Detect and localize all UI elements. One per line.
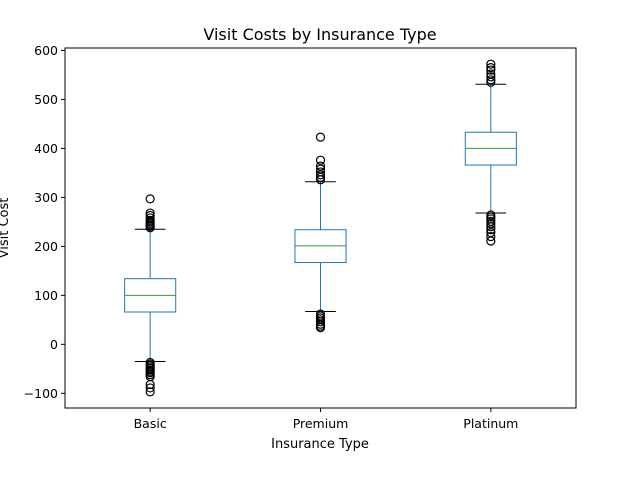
y-tick-label: 200 <box>34 239 58 254</box>
outlier-point <box>315 132 326 142</box>
outlier-point <box>145 379 155 390</box>
outlier-point <box>486 236 496 246</box>
outlier-point <box>486 75 496 85</box>
outlier-point <box>486 65 496 75</box>
y-tick-label: −100 <box>24 386 58 401</box>
y-tick-label: 500 <box>34 92 58 107</box>
x-axis-label: Insurance Type <box>271 437 369 452</box>
outlier-point <box>315 164 326 174</box>
x-tick-label: Premium <box>293 416 349 431</box>
outlier-point <box>315 167 326 177</box>
outlier-point <box>486 222 496 232</box>
outlier-point <box>145 208 155 218</box>
outlier-point <box>315 323 326 333</box>
outlier-point <box>315 317 326 327</box>
y-tick-label: 300 <box>34 190 58 205</box>
y-tick-label: 0 <box>50 337 58 352</box>
outlier-point <box>315 161 326 171</box>
outlier-point <box>486 62 496 73</box>
y-tick-label: 400 <box>34 141 58 156</box>
outlier-point <box>486 225 496 235</box>
outlier-point <box>145 213 155 223</box>
y-axis-label: Visit Cost <box>0 198 12 259</box>
outlier-point <box>486 219 496 229</box>
outlier-point <box>315 155 326 165</box>
outlier-point <box>486 72 496 82</box>
plot-frame <box>64 47 577 409</box>
outlier-point <box>486 59 496 69</box>
chart-title: Visit Costs by Insurance Type <box>203 25 436 44</box>
outlier-point <box>486 231 496 242</box>
plot-area: −100 0 100 200 300 400 500 600 Basic Premium Plati… <box>24 43 519 431</box>
outlier-point <box>145 387 155 397</box>
outlier-point <box>145 194 155 204</box>
outlier-point <box>145 383 155 393</box>
outlier-point <box>315 170 326 180</box>
y-tick-label: 100 <box>34 288 58 303</box>
outlier-point <box>486 69 496 79</box>
x-tick-label: Basic <box>134 416 167 431</box>
y-tick-label: 600 <box>34 43 58 58</box>
outlier-point <box>145 210 155 221</box>
outlier-point <box>145 215 155 226</box>
x-tick-label: Platinum <box>463 416 518 431</box>
